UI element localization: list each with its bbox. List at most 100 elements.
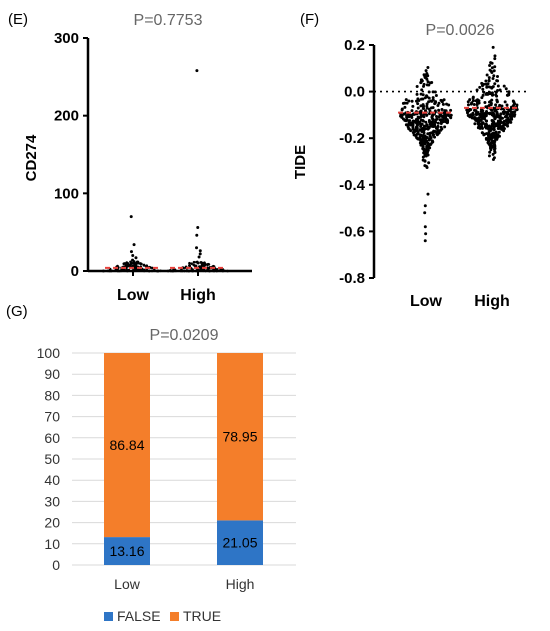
e-point bbox=[197, 255, 201, 259]
e-y-tick-label: 200 bbox=[54, 108, 79, 125]
f-point bbox=[419, 104, 423, 108]
f-point bbox=[485, 110, 489, 114]
f-point bbox=[490, 140, 494, 144]
f-point bbox=[439, 98, 443, 102]
e-point bbox=[134, 264, 138, 268]
f-point bbox=[506, 110, 510, 114]
f-point bbox=[423, 211, 427, 215]
g-bar-false bbox=[104, 537, 150, 565]
f-point bbox=[472, 103, 476, 107]
f-point bbox=[487, 136, 491, 140]
f-point bbox=[405, 123, 409, 127]
e-point bbox=[191, 268, 194, 272]
f-point bbox=[492, 125, 496, 129]
f-point bbox=[502, 119, 506, 123]
f-point bbox=[419, 127, 423, 131]
f-point bbox=[480, 131, 484, 135]
f-point bbox=[429, 142, 433, 146]
e-point bbox=[134, 269, 137, 272]
f-point bbox=[469, 108, 473, 112]
f-point bbox=[425, 165, 429, 169]
f-point bbox=[488, 150, 492, 154]
f-point bbox=[476, 126, 480, 130]
f-point bbox=[492, 74, 496, 78]
f-point bbox=[417, 137, 421, 141]
e-point bbox=[125, 261, 129, 264]
g-bar-false bbox=[217, 520, 263, 565]
f-point bbox=[487, 139, 491, 143]
g-bar-value-label: 21.05 bbox=[222, 535, 257, 551]
f-point bbox=[500, 126, 504, 130]
f-point bbox=[429, 131, 433, 135]
f-point bbox=[480, 125, 484, 129]
legend: FALSE TRUE bbox=[104, 608, 221, 624]
f-point bbox=[432, 123, 436, 127]
f-point bbox=[422, 82, 426, 86]
f-point bbox=[421, 107, 425, 111]
f-point bbox=[513, 110, 517, 114]
f-point bbox=[446, 112, 450, 116]
e-point bbox=[123, 268, 126, 272]
f-point bbox=[422, 104, 426, 108]
f-point bbox=[489, 145, 493, 149]
f-point bbox=[510, 111, 514, 115]
f-point bbox=[507, 118, 511, 122]
f-point bbox=[414, 120, 418, 124]
f-point bbox=[417, 99, 421, 103]
f-point bbox=[426, 66, 430, 70]
g-y-tick-label: 40 bbox=[44, 472, 60, 488]
f-point bbox=[512, 114, 516, 118]
f-point bbox=[401, 101, 405, 105]
f-point bbox=[483, 100, 487, 104]
e-point bbox=[192, 263, 195, 267]
e-point bbox=[131, 269, 134, 273]
f-point bbox=[419, 125, 423, 129]
f-y-tick-label: -0.4 bbox=[339, 177, 366, 194]
e-point bbox=[126, 269, 129, 272]
f-point bbox=[431, 96, 435, 100]
e-point bbox=[134, 256, 138, 260]
f-point bbox=[424, 124, 428, 128]
panel-e-pvalue: P=0.7753 bbox=[134, 12, 203, 29]
f-point bbox=[507, 90, 511, 94]
f-point bbox=[442, 98, 446, 102]
f-point bbox=[414, 117, 418, 121]
f-point bbox=[425, 72, 429, 76]
f-point bbox=[475, 103, 479, 107]
f-point bbox=[400, 108, 404, 112]
e-point bbox=[199, 268, 202, 271]
f-point bbox=[415, 125, 419, 129]
f-x-tick-label: Low bbox=[410, 293, 443, 310]
f-point bbox=[422, 151, 426, 155]
f-point bbox=[492, 69, 496, 73]
f-point bbox=[485, 73, 489, 77]
f-point bbox=[503, 100, 507, 104]
g-y-tick-label: 90 bbox=[44, 366, 60, 382]
f-point bbox=[498, 103, 502, 107]
e-point bbox=[199, 261, 203, 264]
f-point bbox=[408, 119, 412, 123]
legend-false-label: FALSE bbox=[117, 608, 161, 624]
f-point bbox=[494, 103, 498, 107]
f-point bbox=[505, 113, 509, 117]
f-point bbox=[474, 109, 478, 113]
f-point bbox=[495, 75, 499, 79]
f-point bbox=[425, 113, 429, 117]
f-point bbox=[493, 82, 497, 86]
f-point bbox=[427, 90, 431, 94]
f-point bbox=[511, 99, 515, 103]
panel-f-plot: 0.2 0.0 -0.2 -0.4 -0.6 -0.8 Low High bbox=[339, 37, 528, 310]
panel-g-pvalue: P=0.0209 bbox=[150, 327, 219, 344]
f-point bbox=[485, 119, 489, 123]
f-point bbox=[479, 110, 483, 114]
f-point bbox=[431, 90, 435, 94]
f-point bbox=[424, 120, 428, 124]
e-point bbox=[159, 269, 162, 273]
f-point bbox=[481, 87, 485, 91]
f-point bbox=[491, 45, 495, 49]
f-point bbox=[421, 119, 425, 123]
f-point bbox=[471, 95, 475, 99]
e-y-tick-label: 300 bbox=[54, 30, 79, 47]
f-point bbox=[422, 73, 426, 77]
g-x-tick-label: High bbox=[226, 576, 255, 592]
